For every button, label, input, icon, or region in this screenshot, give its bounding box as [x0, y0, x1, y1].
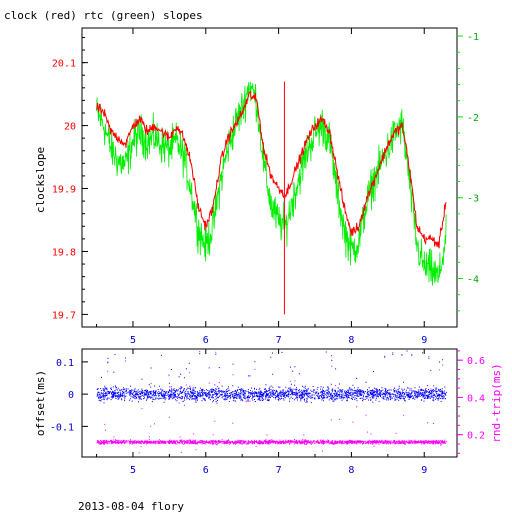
top-y-tick-label: 20 [64, 122, 76, 133]
slope-series-group [96, 81, 447, 315]
slope-y-axis-label: clockslope [34, 147, 47, 213]
bottom-x-tick-label: 5 [130, 465, 136, 476]
top-x-tick-label: 5 [130, 335, 136, 346]
top-x-tick-label: 9 [421, 335, 427, 346]
rndtrip-y-axis-label: rnd-trip(ms) [490, 363, 503, 442]
top-x-tick-label: 7 [276, 335, 282, 346]
top-y-tick-label: 20.1 [52, 59, 76, 70]
bottom-x-tick-label: 9 [421, 465, 427, 476]
bottom-y2-tick-label: 0.6 [467, 356, 485, 367]
rtc-slope-line [96, 81, 447, 286]
clock-slope-line [96, 90, 447, 249]
offset-point-cloud [96, 350, 447, 404]
top-y-tick-label: 19.7 [52, 310, 76, 321]
bottom-x-tick-label: 8 [348, 465, 354, 476]
slope-panel: 5 6 7 8 9 19.7 19.8 19.9 20 20.1 -1 -2 -3 -4 clockslo… [34, 27, 479, 346]
rndtrip-point-cloud [96, 351, 447, 454]
top-y2-tick-label: -3 [467, 194, 479, 205]
slope-axes-group: 5 6 7 8 9 19.7 19.8 19.9 20 20.1 -1 -2 -3 -4 [52, 28, 479, 346]
bottom-y2-tick-label: 0.4 [467, 393, 485, 404]
bottom-y2-tick-label: 0.2 [467, 431, 485, 442]
top-y-tick-label: 19.9 [52, 185, 76, 196]
top-y2-tick-label: -2 [467, 113, 479, 124]
chart-title: clock (red) rtc (green) slopes [4, 9, 203, 22]
bottom-y-tick-label: 0.1 [56, 358, 74, 369]
offset-panel: 5 6 7 8 9 0.1 0 -0.1 0.6 0.4 0.2 offset(ms) rnd-tr… [34, 348, 503, 476]
offset-series-group [96, 350, 447, 454]
slope-plot-frame [81, 27, 458, 328]
bottom-y-tick-label: 0 [68, 390, 74, 401]
top-y2-tick-label: -1 [467, 32, 479, 43]
bottom-x-tick-label: 7 [276, 465, 282, 476]
top-y2-tick-label: -4 [467, 275, 479, 286]
offset-axes-group: 5 6 7 8 9 0.1 0 -0.1 0.6 0.4 0.2 [50, 349, 485, 476]
top-y-tick-label: 19.8 [52, 247, 76, 258]
offset-y-axis-label: offset(ms) [34, 370, 47, 436]
bottom-x-tick-label: 6 [203, 465, 209, 476]
top-x-tick-label: 6 [203, 335, 209, 346]
offset-plot-frame [81, 348, 458, 458]
bottom-y-tick-label: -0.1 [50, 422, 74, 433]
top-x-tick-label: 8 [348, 335, 354, 346]
footer-caption: 2013-08-04 flory [78, 500, 184, 512]
